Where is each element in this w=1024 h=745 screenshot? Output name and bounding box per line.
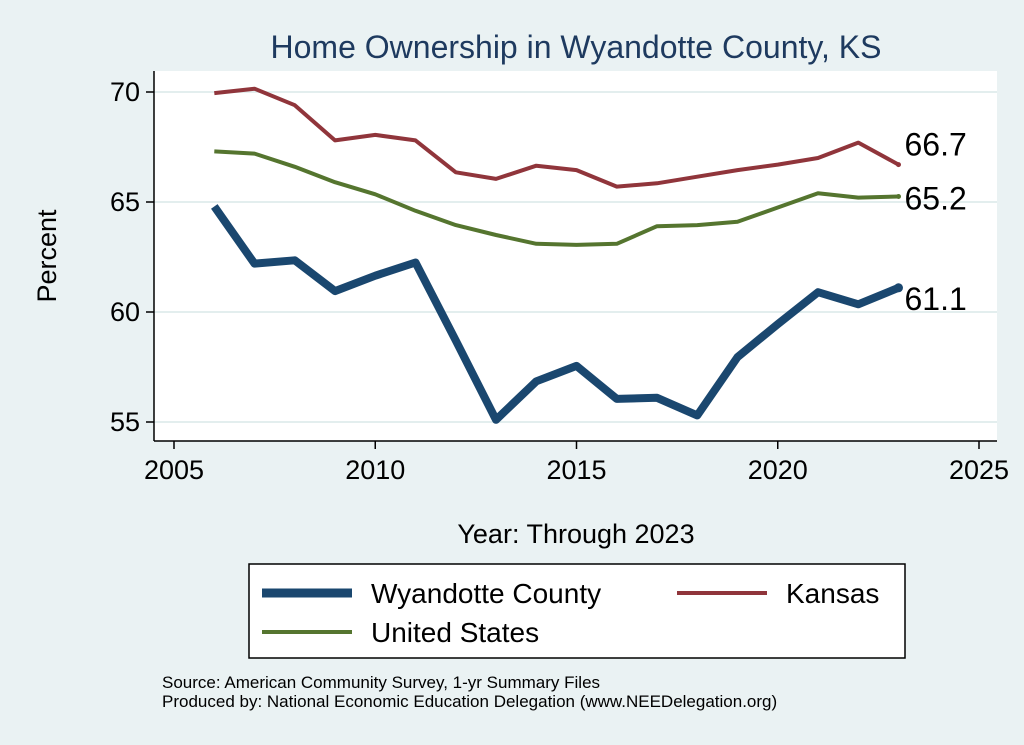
end-label-kansas: 66.7 bbox=[905, 127, 967, 163]
series-line-kansas bbox=[214, 86, 900, 189]
legend-box bbox=[248, 563, 906, 659]
y-axis-title: Percent bbox=[32, 209, 62, 303]
legend-label-kansas: Kansas bbox=[786, 578, 879, 609]
y-tick-label: 70 bbox=[110, 77, 140, 107]
end-labels: 65.2 66.7 61.1 bbox=[905, 127, 967, 317]
producer-note: Produced by: National Economic Education… bbox=[162, 692, 777, 711]
series-line-wyandotte-county bbox=[211, 204, 901, 424]
legend: Wyandotte County Kansas United States bbox=[248, 563, 906, 659]
series-lines bbox=[211, 86, 903, 424]
y-tick-label: 65 bbox=[110, 187, 140, 217]
x-tick-label: 2005 bbox=[144, 455, 204, 485]
plot-area bbox=[154, 71, 997, 441]
series-end-point-kansas bbox=[896, 162, 901, 168]
legend-label-united-states: United States bbox=[371, 617, 539, 648]
series-end-point-wyandotte-county bbox=[894, 283, 903, 293]
x-tick-label: 2020 bbox=[748, 455, 808, 485]
end-label-united-states: 65.2 bbox=[905, 181, 967, 217]
axis-ticks: 55 60 65 70 2005 2010 2015 2020 2025 bbox=[110, 77, 1009, 485]
y-tick-label: 60 bbox=[110, 297, 140, 327]
y-tick-label: 55 bbox=[110, 407, 140, 437]
series-line-united-states bbox=[214, 149, 899, 247]
series-end-point-united-states bbox=[896, 194, 901, 199]
chart-title: Home Ownership in Wyandotte County, KS bbox=[271, 29, 882, 65]
x-tick-label: 2010 bbox=[345, 455, 405, 485]
x-tick-label: 2025 bbox=[949, 455, 1009, 485]
end-label-wyandotte-county: 61.1 bbox=[905, 281, 967, 317]
legend-label-wyandotte: Wyandotte County bbox=[371, 578, 601, 609]
gridlines bbox=[154, 91, 997, 423]
x-tick-label: 2015 bbox=[546, 455, 606, 485]
source-note: Source: American Community Survey, 1-yr … bbox=[162, 673, 600, 692]
x-axis-title: Year: Through 2023 bbox=[457, 519, 694, 549]
